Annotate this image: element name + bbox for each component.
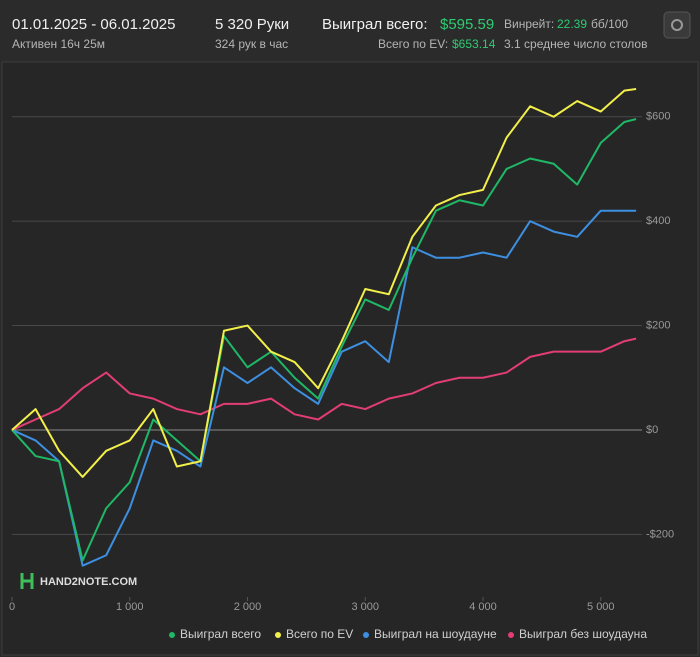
winrate-label: Винрейт:	[504, 17, 554, 31]
logo-icon	[20, 573, 34, 589]
y-tick-label: $0	[646, 424, 658, 436]
legend-label: Выиграл всего	[180, 627, 261, 641]
y-tick-label: $200	[646, 319, 670, 331]
won-label: Выиграл всего:	[322, 16, 428, 33]
legend-label: Выиграл без шоудауна	[519, 627, 647, 641]
y-tick-label: $400	[646, 215, 670, 227]
series-line	[11, 209, 637, 567]
legend-swatch	[275, 632, 281, 638]
ev-value: $653.14	[452, 37, 496, 51]
y-tick-label: $600	[646, 111, 670, 123]
legend-label: Всего по EV	[286, 627, 353, 641]
logo: HAND2NOTE.COM	[40, 576, 137, 588]
x-tick-label: 5 000	[587, 601, 615, 613]
x-tick-label: 2 000	[234, 601, 262, 613]
y-tick-label: -$200	[646, 528, 674, 540]
hands: 5 320 Руки	[215, 16, 289, 33]
ev-label: Всего по EV:	[378, 37, 448, 51]
period: 01.01.2025 - 06.01.2025	[12, 16, 175, 33]
chart-panel	[1, 61, 699, 656]
x-tick-label: 1 000	[116, 601, 144, 613]
x-tick-label: 0	[9, 601, 15, 613]
active-time: Активен 16ч 25м	[12, 37, 105, 51]
winrate-unit: бб/100	[591, 17, 628, 31]
series-line	[11, 88, 637, 478]
x-tick-label: 4 000	[469, 601, 497, 613]
x-tick-label: 3 000	[352, 601, 380, 613]
tables: 3.1 среднее число столов	[504, 37, 647, 51]
legend-swatch	[508, 632, 514, 638]
hands-per-hour: 324 рук в час	[215, 37, 288, 51]
settings-button[interactable]	[663, 11, 691, 39]
gear-icon	[671, 19, 683, 31]
won-value: $595.59	[440, 16, 494, 33]
legend-swatch	[169, 632, 175, 638]
series-line	[11, 118, 637, 562]
legend-swatch	[363, 632, 369, 638]
legend-label: Выиграл на шоудауне	[374, 627, 497, 641]
winrate-value: 22.39	[557, 17, 587, 31]
series-line	[11, 337, 637, 431]
